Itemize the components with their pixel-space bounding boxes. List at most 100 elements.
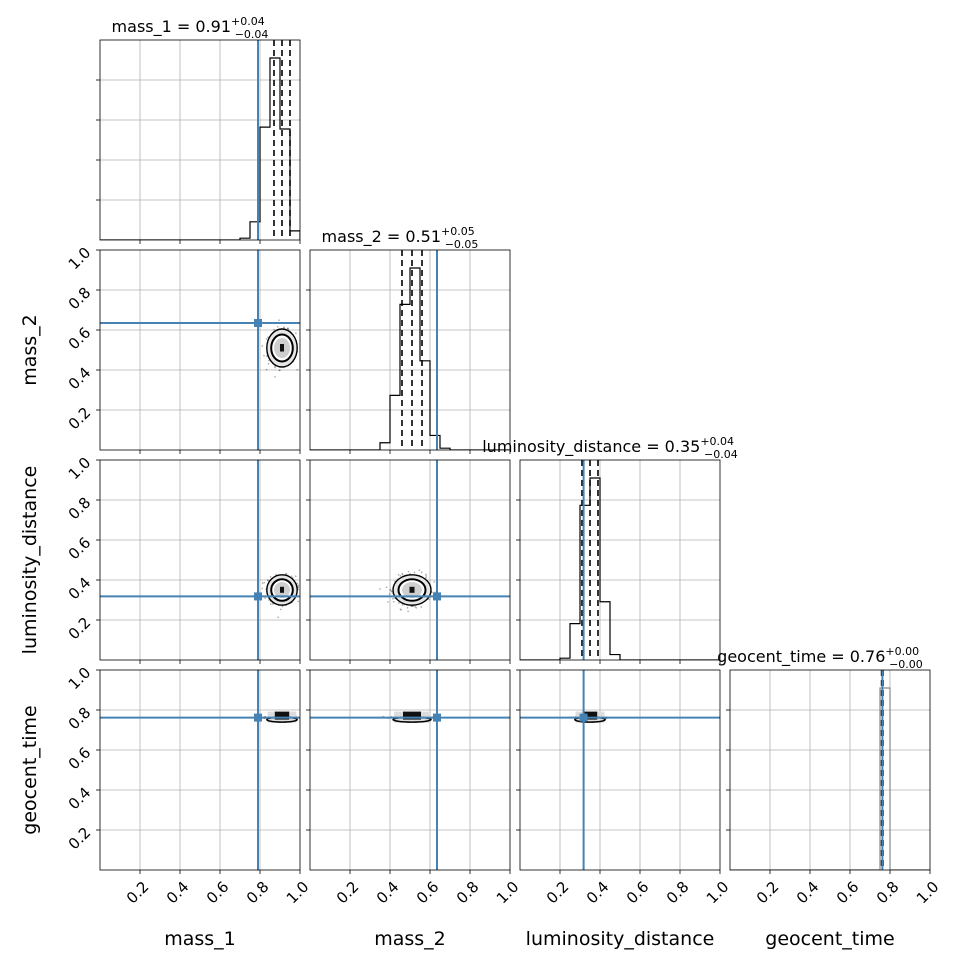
title-minus-error: −0.04 <box>235 28 269 41</box>
posterior-sample <box>433 581 436 583</box>
panel-frame <box>99 459 301 661</box>
truth-marker <box>433 713 441 722</box>
scatter-panel-mass_1-vs-luminosity_distance: 0.2 0.4 0.6 0.8 1.0 <box>65 454 301 664</box>
posterior-sample <box>261 582 264 584</box>
title-minus-error: −0.05 <box>445 238 479 251</box>
xtick-label: 1.0 <box>703 878 733 908</box>
truth-marker <box>254 592 262 601</box>
xtick-label: 0.6 <box>833 878 863 908</box>
panel-frame <box>99 249 301 451</box>
xtick-label: 0.6 <box>413 878 443 908</box>
scatter-content <box>100 670 303 870</box>
panel-frame <box>309 459 511 661</box>
posterior-sample <box>273 328 275 331</box>
posterior-sample <box>285 573 288 575</box>
title-value: mass_2 = 0.51 <box>322 227 441 247</box>
hist-panel-mass_2: mass_2 = 0.51+0.05 −0.05 <box>306 225 511 454</box>
posterior-sample <box>401 603 404 606</box>
title-plus-error: +0.04 <box>700 435 734 448</box>
hist-step-mass_2 <box>310 267 510 450</box>
posterior-sample <box>263 581 265 584</box>
panel-frame <box>309 669 511 871</box>
posterior-sample <box>390 589 392 592</box>
ytick-label: 0.8 <box>65 704 95 734</box>
ylabel-geocent_time: geocent_time <box>19 705 41 834</box>
posterior-sample <box>267 579 269 581</box>
posterior-sample <box>414 606 416 608</box>
ytick-label: 0.2 <box>65 404 95 434</box>
posterior-sample <box>425 573 427 576</box>
posterior-sample <box>263 354 265 357</box>
xtick-label: 0.8 <box>243 878 273 908</box>
posterior-sample <box>389 588 391 591</box>
posterior-sample <box>267 336 269 339</box>
posterior-sample <box>399 608 402 610</box>
xlabel-mass_1: mass_1 <box>164 928 236 950</box>
xtick-label: 0.2 <box>753 878 783 908</box>
posterior-sample <box>392 597 394 600</box>
posterior-sample <box>401 573 404 576</box>
title-value: luminosity_distance = 0.35 <box>482 437 700 457</box>
xtick-label: 1.0 <box>493 878 523 908</box>
posterior-sample <box>300 718 302 720</box>
scatter-content <box>310 460 510 660</box>
posterior-sample <box>407 610 409 613</box>
xtick-label: 0.2 <box>123 878 153 908</box>
ytick-label: 1.0 <box>65 454 95 484</box>
posterior-sample <box>388 593 391 595</box>
hist-panel-geocent_time: geocent_time = 0.76+0.00 −0.00 <box>717 645 931 874</box>
density-core <box>274 711 290 720</box>
posterior-sample <box>425 576 427 579</box>
xtick-label: 1.0 <box>283 878 313 908</box>
ytick-label: 0.6 <box>65 534 95 564</box>
scatter-content <box>100 460 300 660</box>
posterior-sample <box>276 325 279 328</box>
title-plus-error: +0.04 <box>231 15 265 28</box>
scatter-panel-mass_1-vs-mass_2: 0.2 0.4 0.6 0.8 1.0 <box>65 244 301 454</box>
posterior-sample <box>301 717 303 719</box>
panel-title-geocent_time: geocent_time = 0.76+0.00 −0.00 <box>717 645 923 671</box>
posterior-sample <box>286 327 289 330</box>
posterior-sample <box>296 582 298 584</box>
posterior-sample <box>398 602 400 604</box>
posterior-sample <box>261 587 263 590</box>
posterior-sample <box>400 609 402 611</box>
title-value: mass_1 = 0.91 <box>112 17 231 37</box>
posterior-sample <box>283 326 285 328</box>
hist-content-mass_1 <box>100 40 300 240</box>
hist-content-luminosity_distance <box>520 460 720 660</box>
ylabel-luminosity_distance: luminosity_distance <box>19 466 41 655</box>
ytick-label: 1.0 <box>65 664 95 694</box>
truth-marker <box>433 592 441 601</box>
posterior-sample <box>407 570 410 573</box>
ytick-label: 0.8 <box>65 284 95 314</box>
density-core <box>280 344 284 352</box>
posterior-sample <box>266 355 268 358</box>
truth-marker <box>579 713 588 722</box>
panel-frame <box>309 249 511 451</box>
ylabel-mass_2: mass_2 <box>19 314 41 386</box>
posterior-sample <box>385 586 388 589</box>
posterior-sample <box>397 573 400 576</box>
posterior-sample <box>261 345 264 347</box>
posterior-sample <box>406 606 409 609</box>
xtick-label: 0.4 <box>373 878 403 908</box>
posterior-sample <box>290 575 293 578</box>
posterior-sample <box>268 359 270 362</box>
ytick-label: 0.8 <box>65 494 95 524</box>
ytick-label: 0.6 <box>65 324 95 354</box>
posterior-sample <box>399 575 402 577</box>
scatter-panel-mass_2-vs-geocent_time <box>306 669 511 874</box>
posterior-sample <box>269 576 272 578</box>
posterior-sample <box>425 575 427 577</box>
panel-frame <box>729 669 931 871</box>
density-core <box>403 711 421 720</box>
xtick-label: 0.6 <box>623 878 653 908</box>
title-plus-error: +0.05 <box>441 225 475 238</box>
posterior-sample <box>409 572 411 575</box>
ytick-label: 0.4 <box>65 784 95 814</box>
panel-frame <box>99 669 301 871</box>
density-core <box>409 586 415 593</box>
posterior-sample <box>295 332 297 334</box>
posterior-sample <box>277 616 279 619</box>
